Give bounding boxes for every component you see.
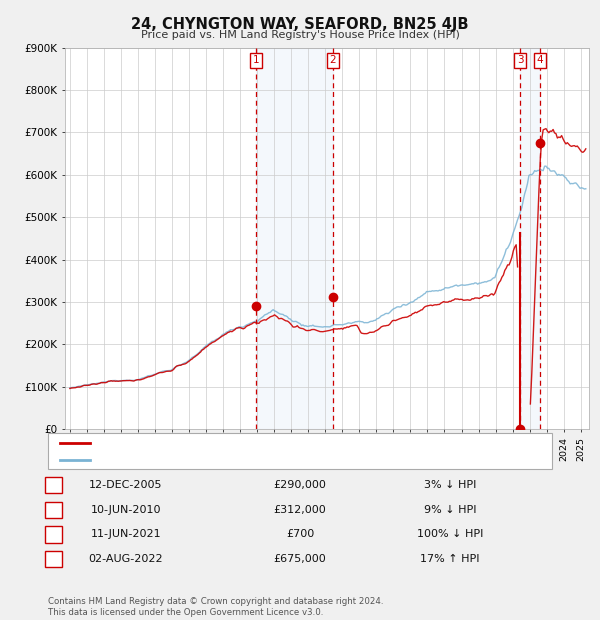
Text: 2: 2 (329, 55, 336, 66)
Text: £675,000: £675,000 (274, 554, 326, 564)
Text: 10-JUN-2010: 10-JUN-2010 (91, 505, 161, 515)
Text: 1: 1 (253, 55, 260, 66)
Text: Contains HM Land Registry data © Crown copyright and database right 2024.
This d: Contains HM Land Registry data © Crown c… (48, 598, 383, 617)
Text: 4: 4 (50, 554, 57, 564)
Text: 2: 2 (50, 505, 57, 515)
Bar (520, 48, 539, 429)
Text: 24, CHYNGTON WAY, SEAFORD, BN25 4JB: 24, CHYNGTON WAY, SEAFORD, BN25 4JB (131, 17, 469, 32)
Text: 4: 4 (536, 55, 543, 66)
Bar (256, 48, 333, 429)
Text: 3: 3 (517, 55, 523, 66)
Text: 24, CHYNGTON WAY, SEAFORD, BN25 4JB (detached house): 24, CHYNGTON WAY, SEAFORD, BN25 4JB (det… (96, 438, 406, 448)
Text: 100% ↓ HPI: 100% ↓ HPI (417, 529, 483, 539)
Text: 11-JUN-2021: 11-JUN-2021 (91, 529, 161, 539)
Text: HPI: Average price, detached house, Lewes: HPI: Average price, detached house, Lewe… (96, 455, 321, 466)
Text: 3% ↓ HPI: 3% ↓ HPI (424, 480, 476, 490)
Text: Price paid vs. HM Land Registry's House Price Index (HPI): Price paid vs. HM Land Registry's House … (140, 30, 460, 40)
Text: 12-DEC-2005: 12-DEC-2005 (89, 480, 163, 490)
Text: 02-AUG-2022: 02-AUG-2022 (89, 554, 163, 564)
Text: £312,000: £312,000 (274, 505, 326, 515)
Text: 17% ↑ HPI: 17% ↑ HPI (420, 554, 480, 564)
Text: 1: 1 (50, 480, 57, 490)
Text: 3: 3 (50, 529, 57, 539)
Text: £700: £700 (286, 529, 314, 539)
Text: £290,000: £290,000 (274, 480, 326, 490)
Text: 9% ↓ HPI: 9% ↓ HPI (424, 505, 476, 515)
